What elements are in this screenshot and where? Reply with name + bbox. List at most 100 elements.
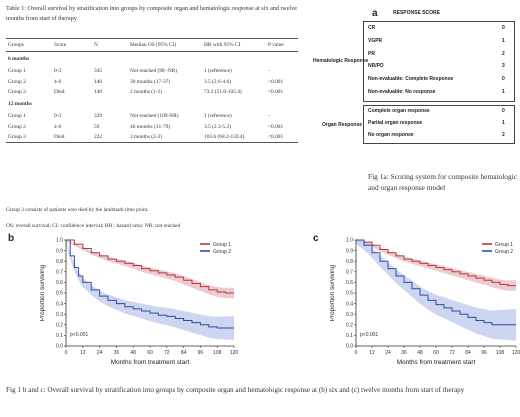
x-tick-label: 12 <box>80 350 86 356</box>
score-item-value: 0 <box>502 76 505 83</box>
table-row: Group 2 4-6 59 46 months (31-79) 3.5 (2.3-5.… <box>6 122 298 132</box>
table-header-row: Groups Score N Median OS (95% CI) HR with 95… <box>6 38 298 52</box>
table-row: Group 1 0-3 345 Not reached (98 -NR) 1 (refe… <box>6 66 298 76</box>
table-cell: Group 1 <box>8 68 26 75</box>
score-item-value: 1 <box>502 120 505 126</box>
table-cell: HR with 95% CI <box>202 38 266 52</box>
panel-letter-a: a <box>372 8 378 19</box>
x-tick-label: 0 <box>65 350 68 356</box>
legend-entry: Group 2 <box>213 249 231 255</box>
score-item-value: 1 <box>502 89 505 95</box>
y-tick-label: 0.3 <box>346 312 353 318</box>
y-tick-label: 1.0 <box>56 238 63 244</box>
score-item-label: Complete organ response <box>368 108 430 114</box>
table-cell: Group 3 <box>6 131 52 144</box>
x-tick-label: 36 <box>401 350 407 356</box>
table-cell: 59 <box>94 123 100 130</box>
table-cell: 103.6 (68.2-159.4) <box>202 131 266 144</box>
table1-caption: Table 1: Overall survival by stratificat… <box>6 5 298 22</box>
table-cell: Died <box>54 88 65 95</box>
legend-entry: Group 2 <box>495 249 513 255</box>
table-cell: Group 2 <box>8 78 26 85</box>
response-score-header: RESPONSE SCORE <box>393 10 440 16</box>
score-item-label: Partial organ response <box>368 120 423 126</box>
score-item-label: VGPR <box>368 37 383 44</box>
y-tick-label: 0.7 <box>56 270 63 276</box>
table-cell: <0.001 <box>268 78 284 85</box>
table-cell: Group 3 <box>8 88 26 95</box>
table-cell: 3 months (2-3) <box>128 131 202 144</box>
p-value-annotation: p<0.001 <box>360 332 378 338</box>
score-item-label: CR <box>368 25 376 31</box>
table-cell: 0-3 <box>54 113 62 120</box>
table-cell: 4-6 <box>54 78 62 85</box>
x-tick-label: 108 <box>213 350 222 356</box>
y-tick-label: 0.8 <box>346 259 353 265</box>
x-tick-label: 96 <box>481 350 487 356</box>
y-tick-label: 0.1 <box>56 333 63 339</box>
score-item-label: Non-evaluable: Complete Response <box>368 76 454 83</box>
x-tick-label: 84 <box>465 350 471 356</box>
legend-entry: Group 1 <box>213 242 231 248</box>
x-tick-label: 36 <box>114 350 120 356</box>
table-cell: P value <box>266 38 298 52</box>
score-item-value: 3 <box>502 63 505 70</box>
table-section-row: 12 months <box>6 97 298 111</box>
organ-response-label: Organ Response <box>322 122 363 128</box>
table-row: Group 3 Died 222 3 months (2-3) 103.6 (68.2-… <box>6 131 298 144</box>
score-item-label: PR <box>368 50 375 57</box>
x-tick-label: 60 <box>147 350 153 356</box>
y-tick-label: 0.6 <box>346 280 353 286</box>
y-tick-label: 0.7 <box>346 270 353 276</box>
table-cell: 0-3 <box>54 68 62 75</box>
table-note-group3: Group 3 consists of patients who died by… <box>6 207 149 213</box>
table-cell: 73.2 (51.0-105.4) <box>204 88 242 95</box>
survival-line <box>66 239 234 294</box>
y-tick-label: 0.6 <box>56 280 63 286</box>
fig1a-caption: Fig 1a: Scoring system for composite hem… <box>368 172 518 192</box>
score-item-value: 0 <box>502 25 505 31</box>
survival-table: Groups Score N Median OS (95% CI) HR with 95… <box>6 38 298 144</box>
x-axis-label: Months from treatment start <box>111 359 190 366</box>
table-cell: 1 (reference) <box>204 68 232 75</box>
hematologic-box <box>363 21 515 102</box>
y-tick-label: 0.2 <box>56 323 63 329</box>
table-cell: Score <box>52 38 92 52</box>
hematologic-response-label: Hematologic Response <box>313 58 369 64</box>
table-cell: N <box>92 38 128 52</box>
table-row: Group 1 0-3 329 Not reached (109-NR) 1 (refe… <box>6 111 298 121</box>
table-cell: <0.001 <box>268 123 284 130</box>
panel-letter-c: c <box>313 233 319 244</box>
section-label: 6 months <box>8 56 30 62</box>
score-item-value: 0 <box>502 108 505 114</box>
y-tick-label: 0.9 <box>346 248 353 254</box>
survival-chart-c: 0.0 0.1 0.2 0.3 0.4 0.5 0.6 0.7 0.8 0.9 1.0 0 12 24 36… <box>330 238 520 366</box>
x-tick-label: 96 <box>198 350 204 356</box>
y-tick-label: 1.0 <box>346 238 353 244</box>
table-cell: 140 <box>94 88 103 95</box>
table-cell: 2 months (1-2) <box>130 88 163 95</box>
x-tick-label: 120 <box>512 350 520 356</box>
table-cell: 30 months (17-37) <box>130 78 171 85</box>
y-tick-label: 0.1 <box>346 333 353 339</box>
survival-chart-b: 0.0 0.1 0.2 0.3 0.4 0.5 0.6 0.7 0.8 0.9 1.0 0 12 24 36… <box>40 238 239 366</box>
table-cell: 1 (reference) <box>204 113 232 120</box>
y-tick-label: 0.0 <box>56 344 63 350</box>
table-cell: Not reached (109-NR) <box>130 113 179 120</box>
x-tick-label: 108 <box>496 350 505 356</box>
table-cell: Group 2 <box>8 123 26 130</box>
x-tick-label: 120 <box>230 350 239 356</box>
table-row: Group 2 4-6 140 30 months (17-37) 3.5 (2.6-4… <box>6 76 298 86</box>
table-cell: - <box>268 113 270 120</box>
x-tick-label: 72 <box>164 350 170 356</box>
y-tick-label: 0.4 <box>346 301 353 307</box>
y-axis-label: Proportion surviving <box>40 264 46 321</box>
y-tick-label: 0.2 <box>346 323 353 329</box>
panel-letter-b: b <box>8 233 15 244</box>
score-item-label: No organ response <box>368 132 414 138</box>
table-cell: 329 <box>94 113 103 120</box>
y-tick-label: 0.9 <box>56 248 63 254</box>
survival-line <box>356 239 516 326</box>
x-tick-label: 84 <box>181 350 187 356</box>
x-tick-label: 60 <box>433 350 439 356</box>
